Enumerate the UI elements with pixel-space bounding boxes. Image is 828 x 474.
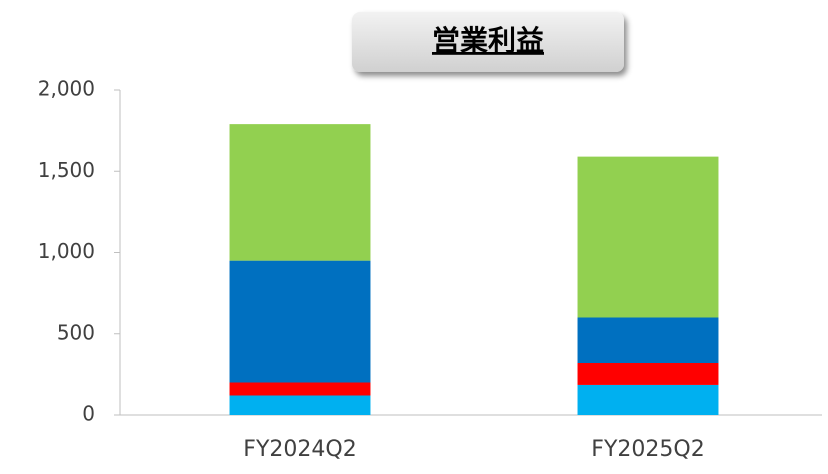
x-tick-label: FY2024Q2	[243, 437, 356, 462]
x-tick-label: FY2025Q2	[591, 437, 704, 462]
bar-segment	[577, 317, 719, 363]
bar-segment	[577, 156, 719, 318]
y-tick-label: 0	[82, 402, 95, 426]
bar-segment	[229, 382, 371, 396]
bar-segment	[229, 124, 371, 261]
y-tick-label: 1,500	[38, 158, 95, 182]
bar-segment	[229, 260, 371, 383]
bar-segment	[577, 384, 719, 415]
bar-segment	[229, 395, 371, 415]
title-box	[352, 12, 624, 72]
bar-segment	[577, 363, 719, 385]
y-tick-label: 1,000	[38, 239, 95, 263]
y-tick-label: 500	[57, 320, 95, 344]
y-tick-label: 2,000	[38, 77, 95, 101]
chart-title: 営業利益	[432, 24, 544, 57]
